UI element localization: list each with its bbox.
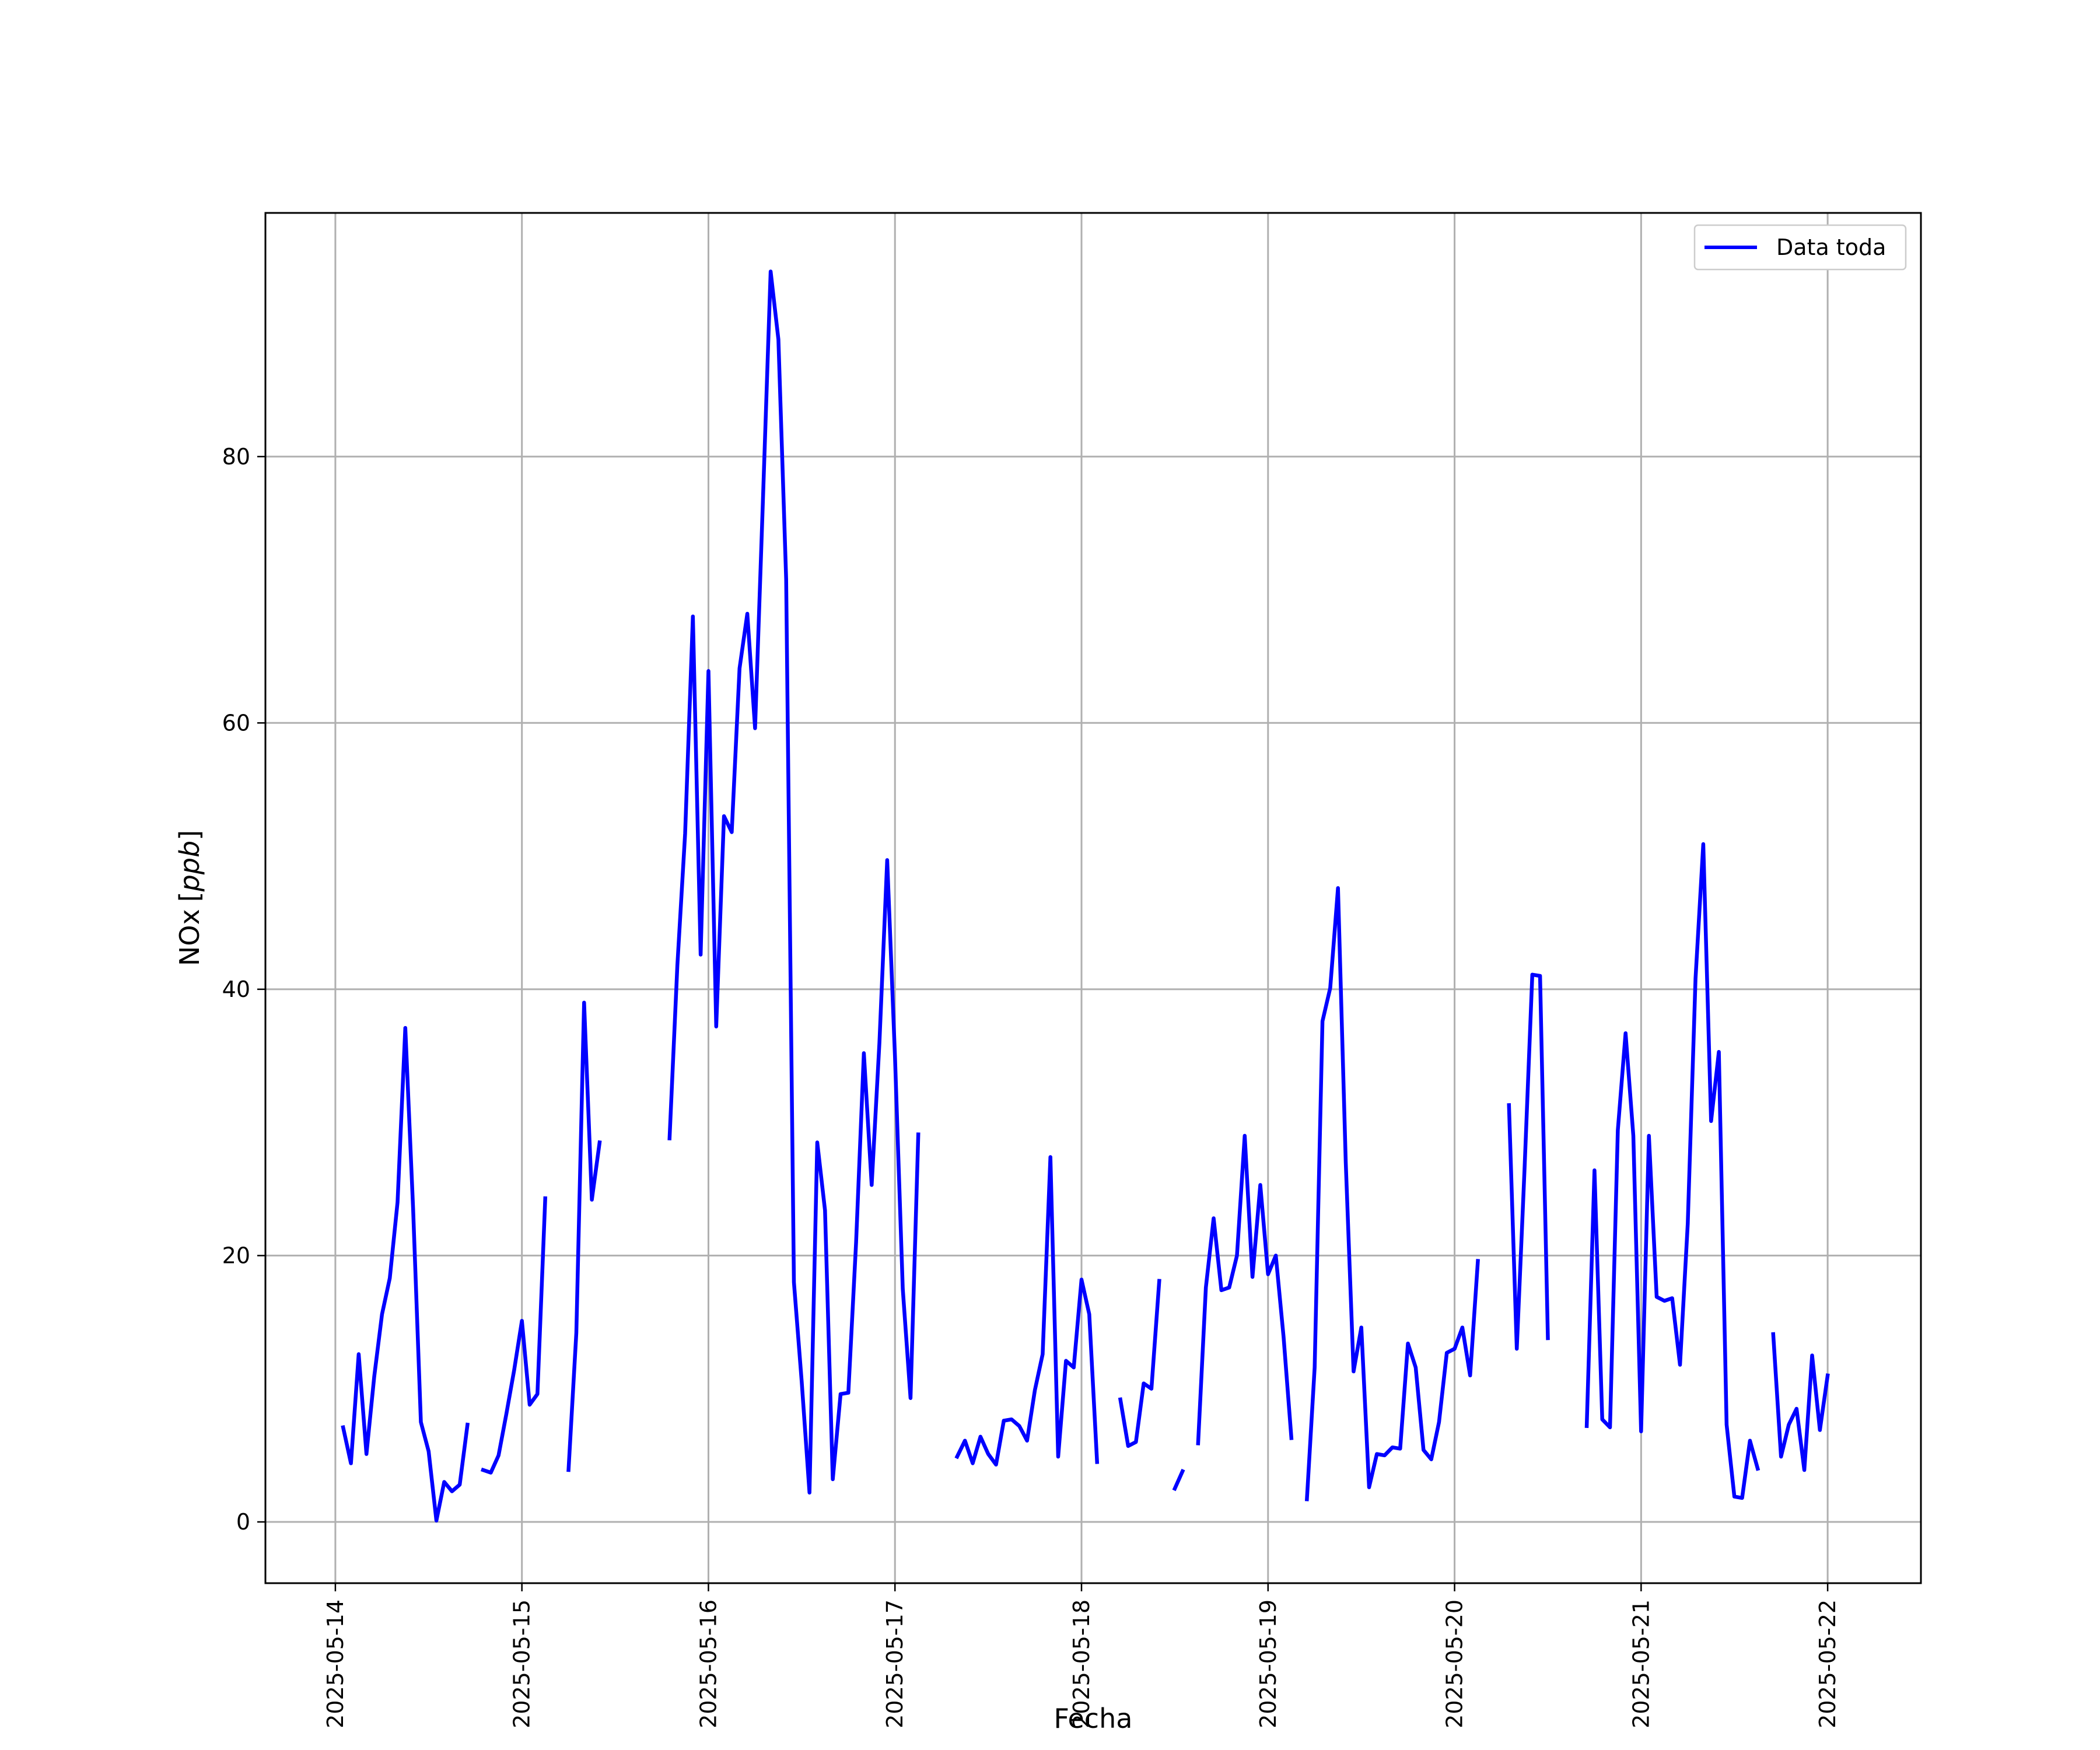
y-axis-label-unit: ppb bbox=[174, 841, 205, 892]
series-line-data-toda bbox=[1172, 1468, 1185, 1492]
x-axis-label: Fecha bbox=[1054, 1703, 1133, 1734]
series-layer bbox=[341, 270, 1830, 1522]
x-tick-label: 2025-05-22 bbox=[1815, 1600, 1840, 1728]
axis-ticks: 2025-05-14 2025-05-15 2025-05-16 2025-05-17… bbox=[222, 444, 1840, 1728]
series-line-data-toda bbox=[667, 270, 921, 1495]
y-tick-label: 40 bbox=[222, 977, 250, 1002]
x-tick-label: 2025-05-15 bbox=[509, 1600, 535, 1728]
series-line-data-toda bbox=[1507, 972, 1550, 1351]
x-tick-label: 2025-05-17 bbox=[882, 1600, 908, 1728]
legend: Data toda bbox=[1693, 224, 1907, 271]
x-tick-label: 2025-05-16 bbox=[695, 1600, 721, 1728]
x-tick-label: 2025-05-18 bbox=[1069, 1600, 1094, 1728]
series-line-data-toda bbox=[1304, 886, 1480, 1502]
series-line-data-toda bbox=[1118, 1279, 1161, 1448]
series-line-data-toda bbox=[954, 1155, 1100, 1467]
series-line-data-toda bbox=[1771, 1332, 1830, 1472]
y-tick-label: 0 bbox=[236, 1509, 250, 1535]
series-line-data-toda bbox=[566, 1000, 602, 1472]
series-line-data-toda bbox=[1584, 842, 1760, 1500]
x-tick-label: 2025-05-20 bbox=[1442, 1600, 1468, 1728]
series-line-data-toda bbox=[341, 1026, 470, 1522]
legend-label-data-toda: Data toda bbox=[1776, 235, 1886, 260]
legend-box bbox=[1693, 224, 1907, 271]
series-line-data-toda bbox=[480, 1196, 548, 1475]
x-tick-label: 2025-05-14 bbox=[323, 1600, 348, 1728]
series-line-data-toda bbox=[1196, 1133, 1294, 1446]
plot-frame bbox=[264, 212, 1922, 1584]
y-tick-label: 80 bbox=[222, 444, 250, 470]
x-tick-label: 2025-05-19 bbox=[1255, 1600, 1281, 1728]
y-axis-label: NOx[ppb] bbox=[174, 830, 205, 966]
y-tick-label: 20 bbox=[222, 1242, 250, 1268]
x-tick-label: 2025-05-21 bbox=[1628, 1600, 1654, 1728]
y-axis-label-var: NOx bbox=[174, 909, 205, 966]
y-tick-label: 60 bbox=[222, 710, 250, 736]
